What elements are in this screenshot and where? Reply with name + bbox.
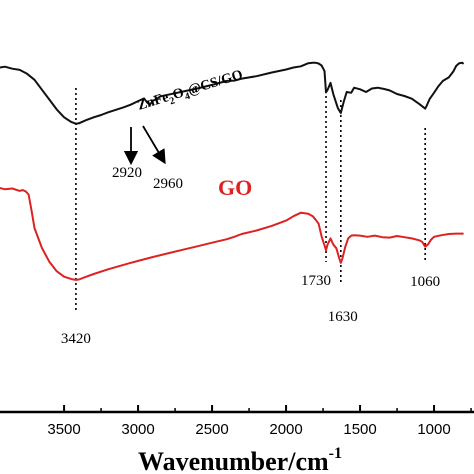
annotation-1060: 1060 (410, 274, 440, 290)
annotation-3420: 3420 (61, 331, 91, 347)
x-tick-label-2500: 2500 (195, 421, 228, 438)
series-label-znfe2o4-cs-go: ZnFe2O4@CS/GO (136, 67, 246, 116)
arrow-2960 (142, 125, 166, 165)
x-tick-label-3500: 3500 (47, 421, 80, 438)
x-axis-title: Wavenumber/cm-1 (138, 445, 342, 474)
peak-arrows (123, 125, 166, 166)
series-label-go: GO (218, 175, 252, 200)
annotation-1730: 1730 (301, 273, 331, 289)
x-tick-label-2000: 2000 (269, 421, 302, 438)
x-axis-ticks: 3500 3000 2500 2000 1500 1000 (47, 405, 472, 438)
series-layer (0, 61, 465, 281)
annotation-2920: 2920 (112, 165, 142, 181)
series-line-go (0, 186, 464, 281)
peak-guide-lines (75, 88, 426, 312)
annotation-2960: 2960 (153, 176, 183, 192)
x-tick-label-1000: 1000 (417, 421, 450, 438)
annotation-1630: 1630 (328, 309, 358, 325)
x-tick-label-3000: 3000 (121, 421, 154, 438)
series-line-znfe2o4-cs-go (0, 61, 465, 125)
x-tick-label-1500: 1500 (343, 421, 376, 438)
